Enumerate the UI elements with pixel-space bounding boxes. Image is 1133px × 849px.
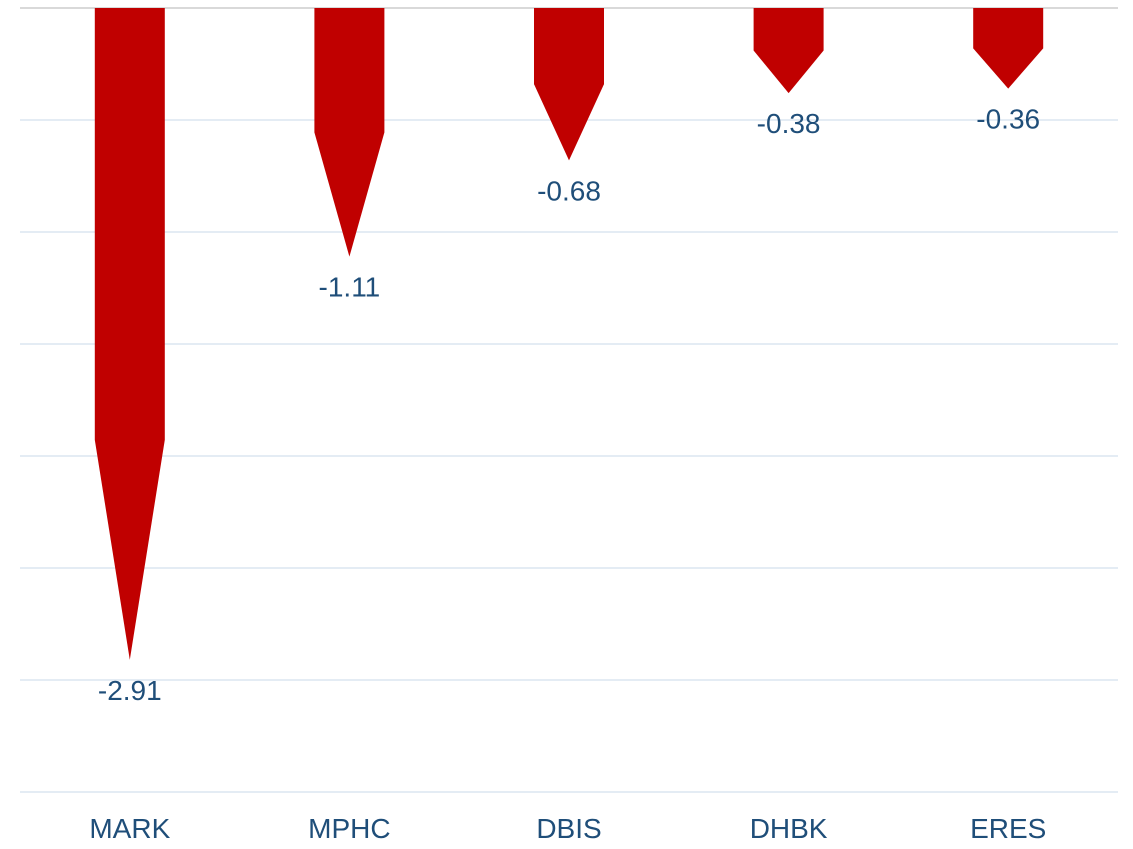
category-label: DHBK [750,813,828,844]
gridlines [20,119,1118,793]
bar-series [94,8,1044,660]
bar-dbis [534,8,604,161]
category-label: MPHC [308,813,390,844]
category-label: MARK [89,813,170,844]
bar-dhbk [753,8,824,94]
value-label: -0.36 [976,104,1040,135]
value-label: -0.38 [757,108,821,139]
category-label: DBIS [536,813,601,844]
bar-mphc [314,8,385,257]
category-label: ERES [970,813,1046,844]
bar-mark [94,8,165,660]
category-labels: MARK MPHC DBIS DHBK ERES [89,813,1046,844]
value-label: -2.91 [98,675,162,706]
value-label: -0.68 [537,175,601,206]
value-labels: -2.91 -1.11 -0.68 -0.38 -0.36 [98,104,1040,706]
bar-eres [973,8,1044,89]
value-label: -1.11 [319,272,381,303]
